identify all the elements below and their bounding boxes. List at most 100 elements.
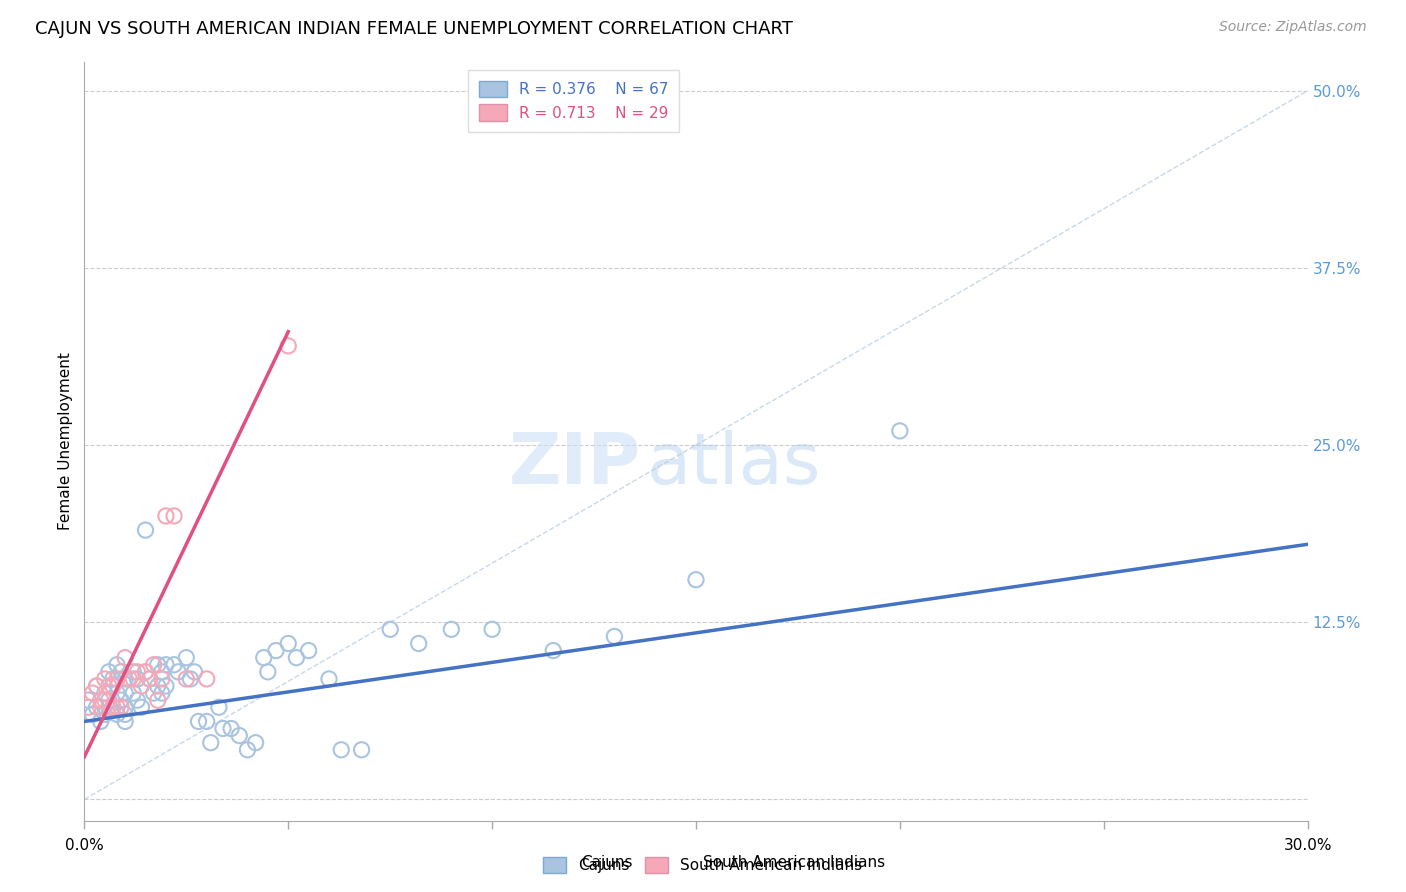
Point <box>285 650 308 665</box>
Point <box>131 700 153 714</box>
Point <box>131 679 153 693</box>
Point <box>163 508 186 523</box>
Point <box>93 693 115 707</box>
Point <box>114 707 136 722</box>
Point <box>127 665 149 679</box>
Point <box>603 629 626 643</box>
Text: 0.0%: 0.0% <box>65 838 104 854</box>
Point <box>187 714 209 729</box>
Point <box>318 672 340 686</box>
Point <box>543 643 565 657</box>
Point <box>155 657 177 672</box>
Text: Source: ZipAtlas.com: Source: ZipAtlas.com <box>1219 20 1367 34</box>
Text: ZIP: ZIP <box>509 430 641 499</box>
Point <box>122 672 145 686</box>
Point <box>101 679 124 693</box>
Point <box>114 650 136 665</box>
Point <box>142 657 165 672</box>
Point <box>257 665 280 679</box>
Point <box>118 672 141 686</box>
Point <box>245 736 267 750</box>
Point <box>77 700 100 714</box>
Point <box>77 693 100 707</box>
Point <box>150 665 173 679</box>
Point <box>146 657 169 672</box>
Point <box>167 665 190 679</box>
Point <box>195 672 218 686</box>
Point <box>97 693 120 707</box>
Point <box>195 714 218 729</box>
Point <box>127 672 149 686</box>
Point <box>155 508 177 523</box>
Point <box>82 686 104 700</box>
Point <box>82 707 104 722</box>
Point <box>889 424 911 438</box>
Point <box>142 686 165 700</box>
Point <box>174 672 197 686</box>
Point <box>93 672 115 686</box>
Point <box>408 636 430 650</box>
Text: 30.0%: 30.0% <box>1284 838 1331 854</box>
Text: South American Indians: South American Indians <box>703 855 886 870</box>
Point <box>114 686 136 700</box>
Point <box>114 672 136 686</box>
Text: CAJUN VS SOUTH AMERICAN INDIAN FEMALE UNEMPLOYMENT CORRELATION CHART: CAJUN VS SOUTH AMERICAN INDIAN FEMALE UN… <box>35 20 793 37</box>
Point <box>97 700 120 714</box>
Point <box>127 693 149 707</box>
Point <box>90 693 112 707</box>
Point <box>110 700 132 714</box>
Point <box>86 679 108 693</box>
Point <box>146 679 169 693</box>
Point <box>135 665 157 679</box>
Point <box>93 707 115 722</box>
Point <box>105 657 128 672</box>
Point <box>174 650 197 665</box>
Point <box>97 665 120 679</box>
Point <box>155 679 177 693</box>
Point <box>138 672 160 686</box>
Point <box>277 636 299 650</box>
Y-axis label: Female Unemployment: Female Unemployment <box>58 352 73 531</box>
Point <box>105 700 128 714</box>
Point <box>90 700 112 714</box>
Point <box>277 339 299 353</box>
Point <box>208 700 231 714</box>
Legend: R = 0.376    N = 67, R = 0.713    N = 29: R = 0.376 N = 67, R = 0.713 N = 29 <box>468 70 679 132</box>
Point <box>330 743 353 757</box>
Point <box>101 700 124 714</box>
Point <box>264 643 287 657</box>
Point <box>105 707 128 722</box>
Point <box>97 679 120 693</box>
Point <box>138 672 160 686</box>
Point <box>380 623 402 637</box>
Point <box>86 700 108 714</box>
Point <box>212 722 235 736</box>
Point <box>105 686 128 700</box>
Point <box>101 672 124 686</box>
Point <box>110 693 132 707</box>
Point <box>114 700 136 714</box>
Point <box>93 686 115 700</box>
Point <box>219 722 242 736</box>
Point <box>135 665 157 679</box>
Point <box>86 679 108 693</box>
Point <box>163 657 186 672</box>
Point <box>122 665 145 679</box>
Point <box>122 686 145 700</box>
Point <box>228 729 250 743</box>
Point <box>298 643 321 657</box>
Point <box>183 665 205 679</box>
Point <box>114 714 136 729</box>
Point <box>105 672 128 686</box>
Point <box>150 672 173 686</box>
Point <box>350 743 373 757</box>
Point <box>200 736 222 750</box>
Point <box>110 665 132 679</box>
Text: atlas: atlas <box>647 430 821 499</box>
Point <box>90 714 112 729</box>
Point <box>135 523 157 537</box>
Text: Cajuns: Cajuns <box>581 855 633 870</box>
Point <box>150 686 173 700</box>
Point <box>146 693 169 707</box>
Point <box>440 623 463 637</box>
